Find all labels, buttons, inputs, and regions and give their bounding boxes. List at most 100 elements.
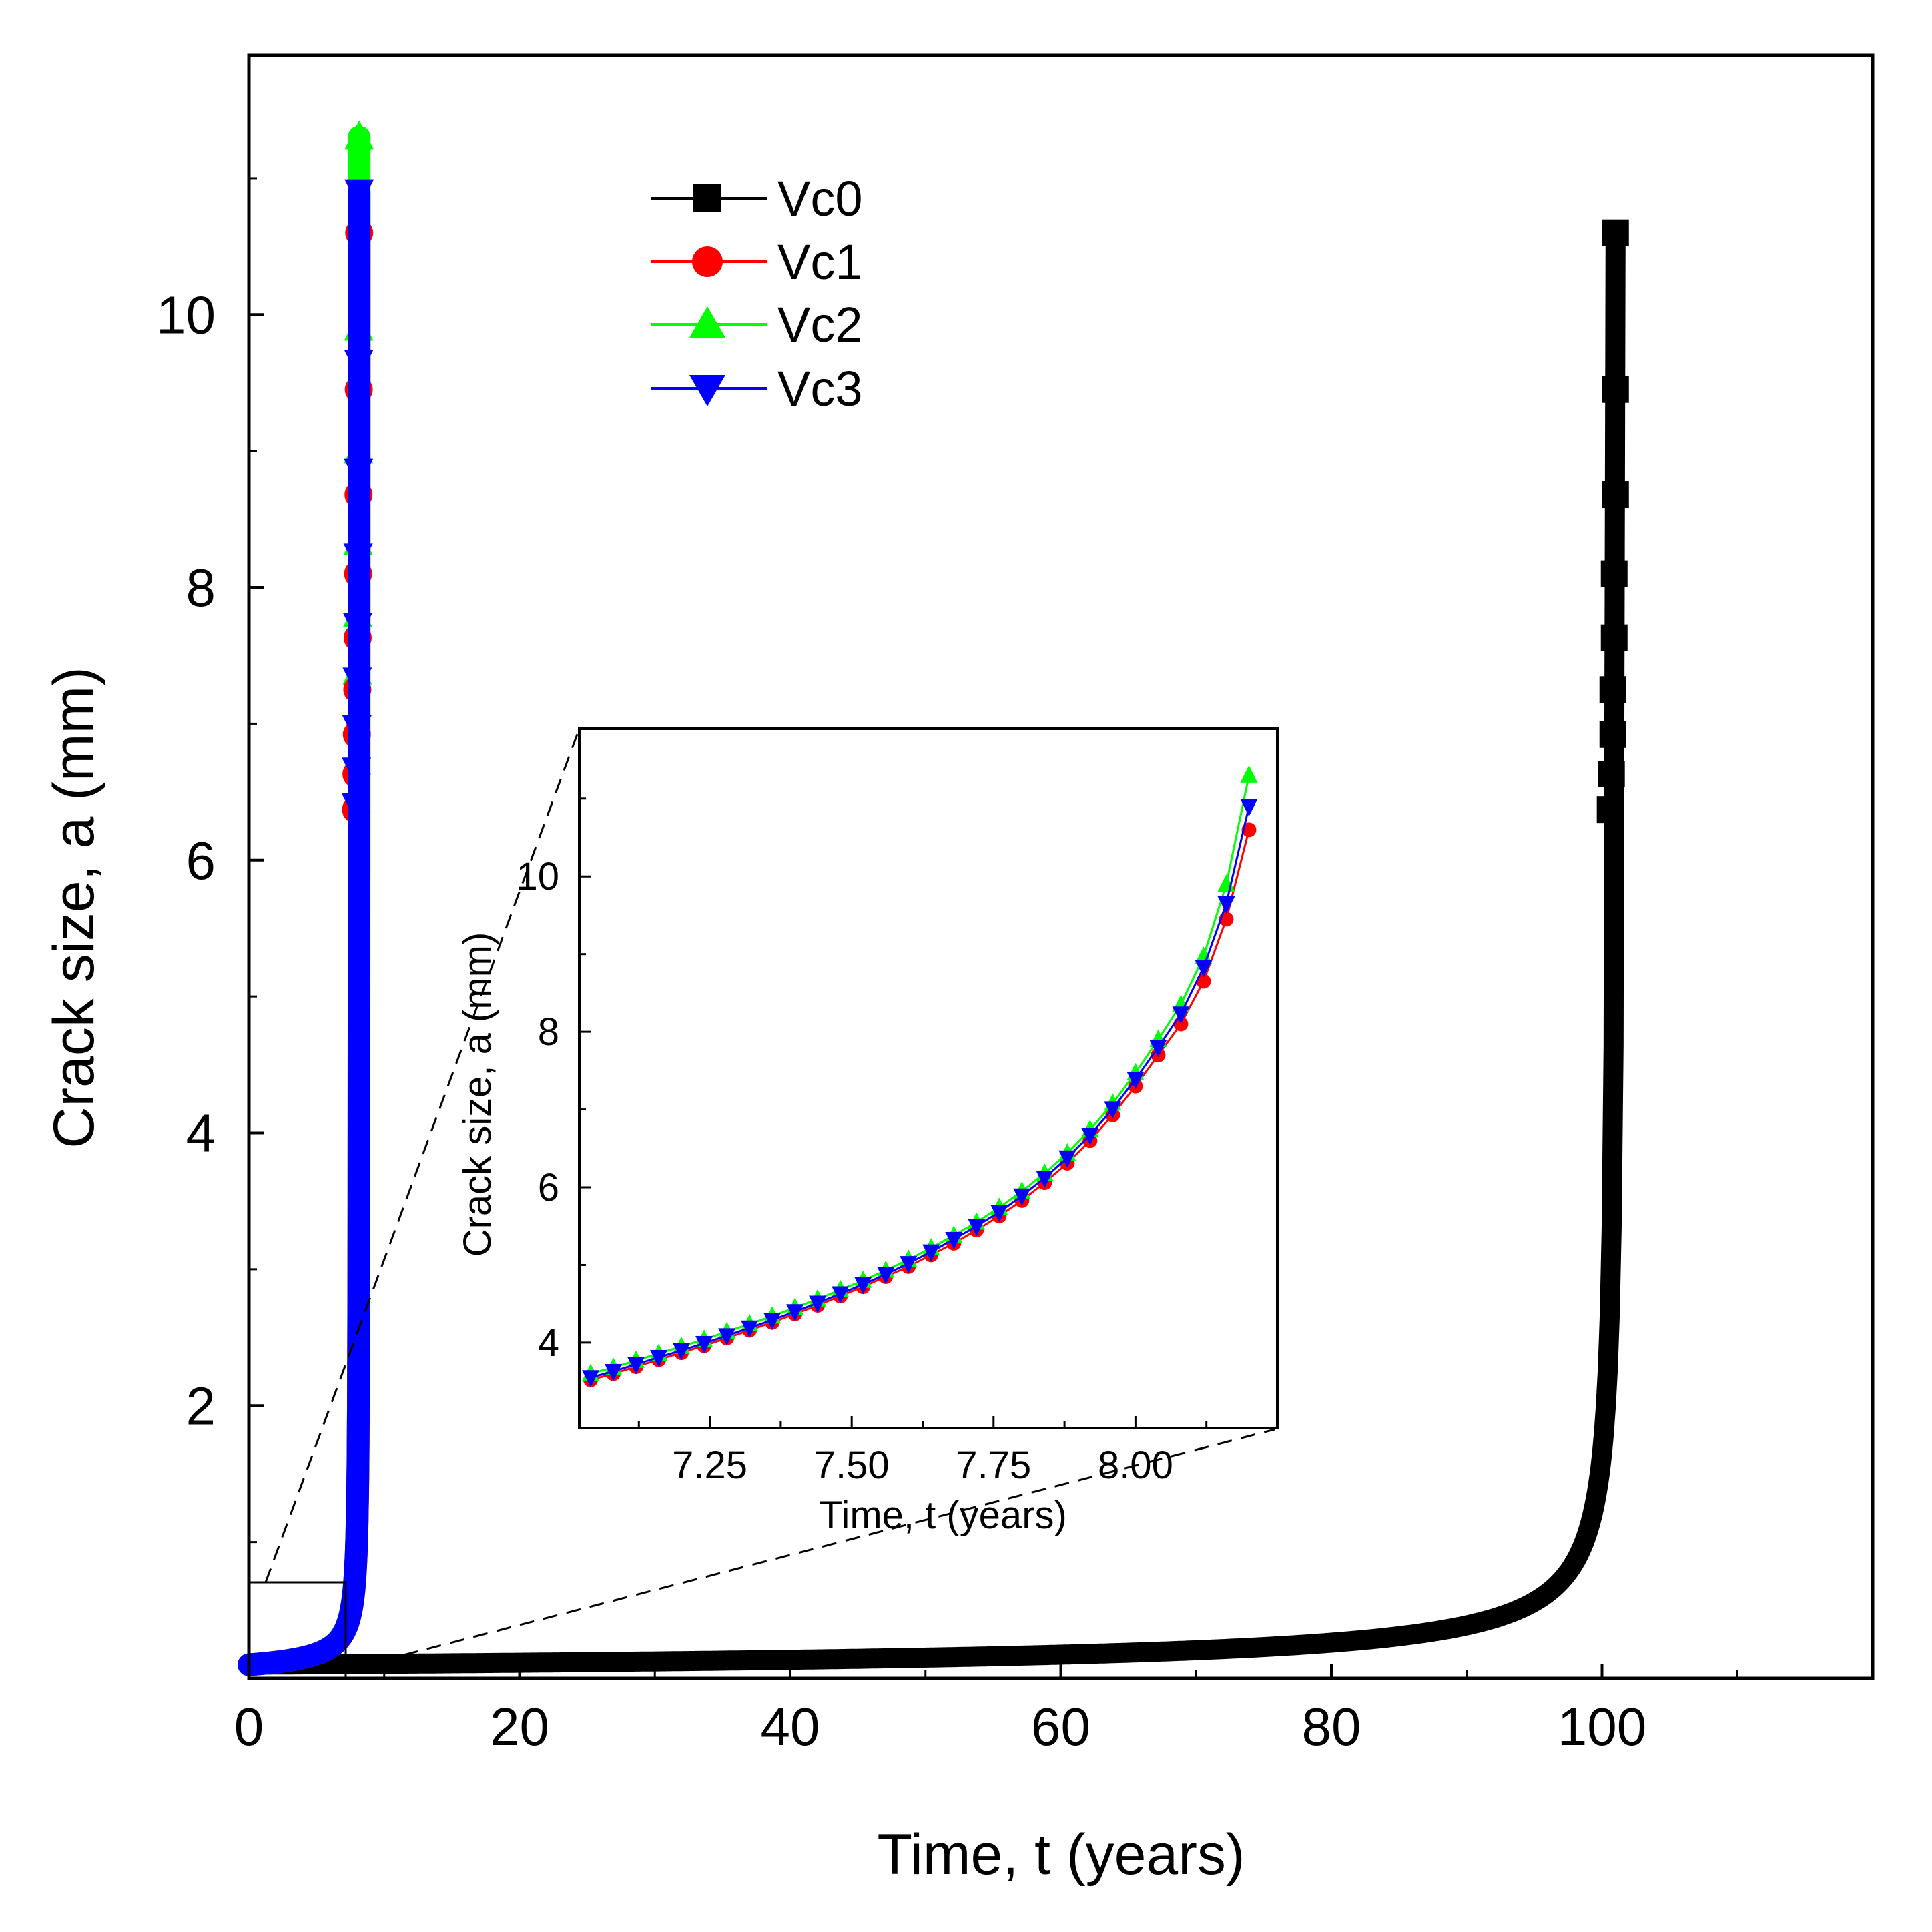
data-point (605, 1363, 623, 1381)
data-point (673, 1343, 691, 1361)
inset-series-vc3 (582, 799, 1258, 1388)
data-point (650, 1349, 668, 1367)
legend-marker-circle (692, 246, 723, 277)
data-point (1240, 765, 1258, 783)
legend-label-vc2: Vc2 (777, 297, 863, 352)
main-y-tick-label: 4 (186, 1104, 216, 1163)
series-vc0-dense-band (239, 222, 1626, 1675)
inset-y-axis-label: Crack size, a (mm) (456, 932, 499, 1257)
data-point (627, 1357, 645, 1375)
inset-y-tick: 4 (538, 1321, 591, 1365)
legend-marker-triangle-down (689, 375, 725, 406)
data-point (832, 1286, 850, 1304)
main-plot: 0 20 40 60 80 100 2 4 6 8 10 Time, t (years) Crac… (42, 53, 1875, 1887)
main-y-tick: 2 (186, 1376, 264, 1435)
legend-marker-square (693, 184, 721, 212)
main-x-tick-label: 20 (490, 1697, 549, 1756)
main-x-tick: 0 (234, 1664, 386, 1756)
data-point (343, 613, 373, 643)
main-y-tick: 10 (156, 285, 264, 344)
inset-x-axis-label: Time, t (years) (819, 1494, 1067, 1537)
main-x-tick: 20 (490, 1664, 656, 1756)
zoom-box (248, 1581, 347, 1680)
legend-entry-vc0: Vc0 (651, 171, 863, 226)
data-point (1172, 1006, 1190, 1024)
data-point (342, 757, 372, 787)
main-x-tick-label: 80 (1302, 1697, 1361, 1756)
inset-y-tick: 10 (516, 855, 591, 898)
data-point (1126, 1072, 1145, 1090)
series-vc3-dense-band (238, 180, 371, 1676)
data-point (741, 1320, 759, 1338)
data-point (968, 1219, 986, 1237)
data-point (1013, 1188, 1031, 1206)
data-point (1598, 761, 1625, 788)
main-x-tick-label: 100 (1558, 1697, 1646, 1756)
legend-label-vc3: Vc3 (777, 361, 863, 416)
data-point (1602, 481, 1629, 509)
inset-x-tick: 7.25 (672, 1416, 747, 1487)
data-point (343, 543, 373, 573)
main-x-tick: 80 (1302, 1664, 1468, 1756)
main-plot-frame (247, 53, 1875, 1680)
inset-plot: 7.25 7.50 7.75 8.00 4 6 8 10 Time, t (years) C… (456, 727, 1279, 1537)
data-point (1196, 974, 1211, 989)
data-point (1104, 1101, 1122, 1119)
main-x-axis-label: Time, t (years) (877, 1823, 1245, 1887)
data-point (854, 1277, 872, 1295)
data-point (344, 350, 374, 380)
inset-x-tick: 7.75 (956, 1416, 1031, 1487)
main-y-tick: 4 (186, 1104, 264, 1163)
data-point (922, 1244, 940, 1262)
inset-x-tick-label: 7.25 (672, 1443, 747, 1487)
data-point (1600, 624, 1628, 651)
legend: Vc0 Vc1 Vc2 Vc3 (651, 171, 863, 416)
inset-x-tick: 8.00 (1098, 1416, 1173, 1487)
inset-plot-frame (578, 727, 1279, 1429)
data-point (1240, 799, 1258, 817)
main-y-tick-label: 2 (186, 1376, 216, 1435)
main-y-tick: 6 (186, 831, 264, 890)
main-x-tick: 60 (1031, 1664, 1197, 1756)
inset-x-tick-label: 7.75 (956, 1443, 1031, 1487)
legend-label-vc1: Vc1 (777, 234, 863, 290)
data-point (718, 1328, 736, 1346)
data-point (763, 1313, 781, 1331)
inset-y-tick-label: 6 (538, 1166, 559, 1209)
data-point (1036, 1170, 1054, 1188)
inset-series-layer (582, 765, 1258, 1388)
zoom-connector-lower (356, 1428, 1275, 1668)
inset-y-tick-label: 10 (516, 855, 559, 898)
data-point (695, 1336, 713, 1354)
legend-entry-vc3: Vc3 (651, 361, 863, 416)
data-point (900, 1256, 918, 1274)
data-point (809, 1295, 827, 1313)
legend-label-vc0: Vc0 (777, 171, 863, 226)
data-point (344, 458, 374, 489)
data-point (1600, 560, 1628, 587)
data-point (1195, 946, 1213, 964)
inset-x-tick-label: 8.00 (1098, 1443, 1173, 1487)
data-point (1602, 376, 1629, 403)
data-point (1596, 796, 1624, 824)
data-point (1149, 1040, 1167, 1058)
series-vc3 (238, 179, 374, 1676)
main-x-tick-label: 40 (761, 1697, 820, 1756)
data-point (344, 120, 374, 150)
legend-entry-vc2: Vc2 (651, 297, 863, 352)
data-point (1081, 1127, 1099, 1145)
data-point (990, 1205, 1008, 1223)
data-point (1602, 219, 1629, 246)
data-point (344, 179, 374, 209)
data-point (341, 793, 371, 823)
inset-x-tick-label: 7.50 (814, 1443, 890, 1487)
inset-background (579, 729, 1277, 1428)
legend-marker-triangle-up (689, 306, 725, 338)
data-point (582, 1370, 600, 1388)
main-y-tick: 8 (186, 558, 264, 617)
main-x-tick-label: 60 (1031, 1697, 1090, 1756)
data-point (1599, 721, 1626, 748)
zoom-connector-upper (264, 728, 581, 1583)
main-y-axis-label: Crack size, a (mm) (42, 667, 106, 1148)
